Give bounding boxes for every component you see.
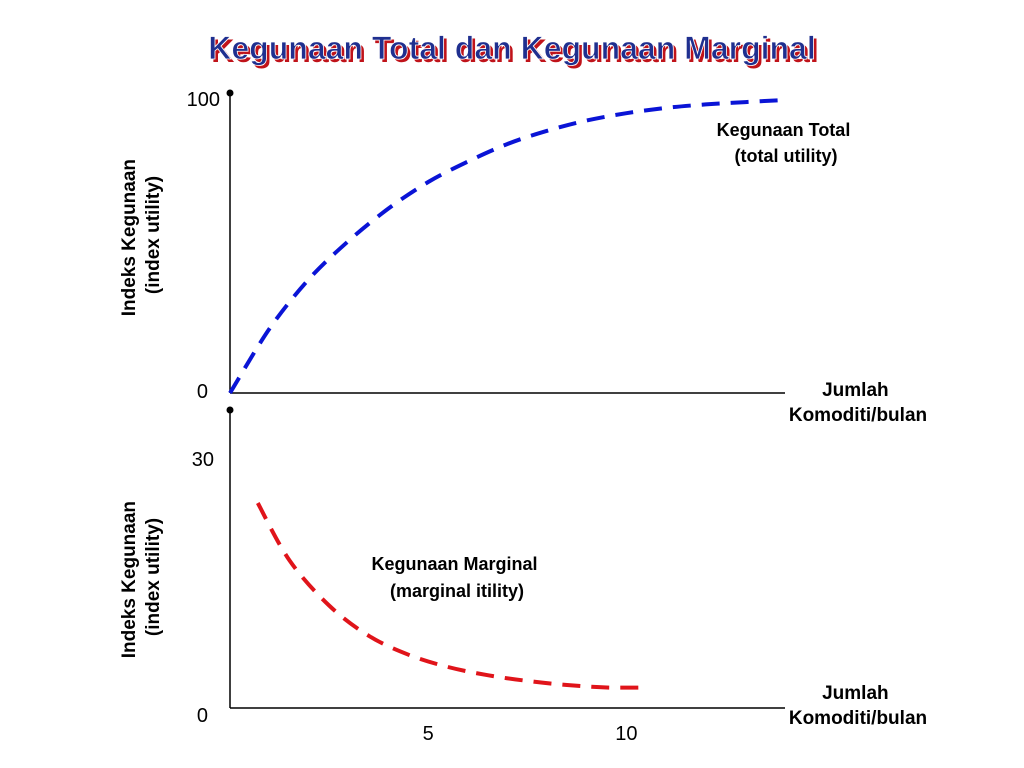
top-axis-tip-dot [226,89,234,97]
marginal-utility-series-line [256,502,647,690]
total-utility-label-line2: (total utility) [735,146,838,166]
top-x-axis-label: Jumlah Komoditi/bulan [789,380,927,426]
bottom-x-axis-label-line2: Komoditi/bulan [789,708,927,729]
title-text: Kegunaan Total dan Kegunaan Marginal [208,30,815,66]
bottom-y-axis-label-line1: Indeks Kegunaan [119,501,140,658]
top-x-axis-label-line1: Jumlah [822,380,889,401]
bottom-ytick-30: 30 [192,449,214,471]
marginal-utility-chart: 30 0 5 10 Indeks Kegunaan (index utility… [119,406,927,745]
top-x-axis-label-line2: Komoditi/bulan [789,405,927,426]
total-utility-chart: 100 0 Indeks Kegunaan (index utility) Ju… [119,89,927,426]
marginal-utility-label-line2: (marginal itility) [390,581,524,601]
bottom-y-axis-label-line2: (index utility) [143,518,164,636]
bottom-ytick-0: 0 [197,705,208,727]
top-ytick-0: 0 [197,381,208,403]
total-utility-series-line [228,98,786,395]
bottom-xtick-5: 5 [423,723,434,745]
slide-title: Kegunaan Total dan Kegunaan Marginal Keg… [208,30,819,69]
top-y-axis-label-line2: (index utility) [143,176,164,294]
total-utility-label: Kegunaan Total (total utility) [717,120,856,166]
marginal-utility-label: Kegunaan Marginal (marginal itility) [371,554,542,601]
bottom-x-axis-label-line1: Jumlah [822,683,889,704]
title-shadow: Kegunaan Total dan Kegunaan Marginal [211,33,818,69]
bottom-xtick-10: 10 [615,723,637,745]
marginal-utility-label-line1: Kegunaan Marginal [371,554,537,574]
bottom-x-axis-label: Jumlah Komoditi/bulan [789,683,927,729]
top-ytick-100: 100 [187,89,220,111]
bottom-axis-tip-dot [226,406,234,414]
bottom-y-axis-label: Indeks Kegunaan (index utility) [119,496,164,659]
top-y-axis-label-line1: Indeks Kegunaan [119,159,140,316]
total-utility-label-line1: Kegunaan Total [717,120,851,140]
top-y-axis-label: Indeks Kegunaan (index utility) [119,154,164,317]
